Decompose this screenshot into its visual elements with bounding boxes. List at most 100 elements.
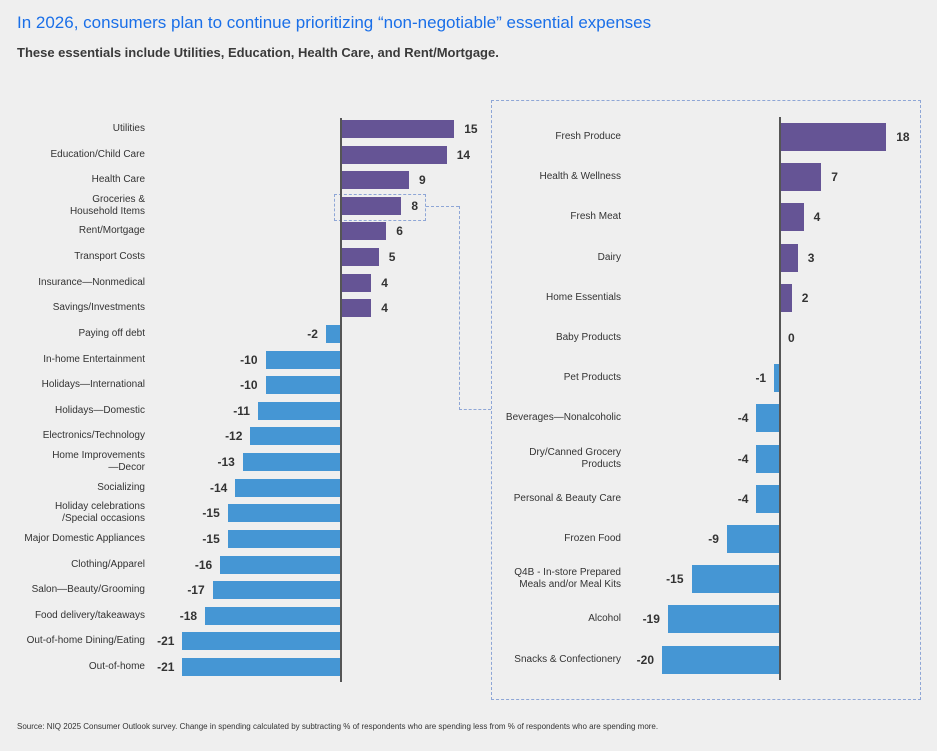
data-label: 9 bbox=[418, 173, 426, 188]
category-label: Beverages—Nonalcoholic bbox=[505, 412, 621, 424]
bar bbox=[341, 248, 379, 267]
bar bbox=[780, 123, 887, 151]
bar bbox=[780, 163, 822, 192]
category-label: Paying off debt bbox=[78, 327, 145, 339]
bar bbox=[212, 581, 341, 600]
category-label: Utilities bbox=[112, 123, 145, 134]
bar bbox=[265, 376, 341, 395]
data-label: -18 bbox=[179, 608, 198, 623]
category-label: Holiday celebrations/Special occasions bbox=[54, 501, 145, 525]
detail-panel-frame bbox=[491, 100, 921, 700]
bar bbox=[182, 632, 341, 651]
data-label: -2 bbox=[307, 326, 318, 341]
data-label: -20 bbox=[636, 652, 654, 667]
category-label: Groceries & Household Items bbox=[69, 193, 145, 217]
category-label: Major Domestic Appliances bbox=[24, 532, 145, 544]
data-label: -12 bbox=[225, 429, 243, 444]
category-label: Rent/Mortgage bbox=[78, 225, 145, 237]
category-label: Holidays—International bbox=[41, 379, 145, 391]
bar bbox=[341, 120, 455, 138]
bar bbox=[220, 555, 341, 574]
connector-line-v bbox=[459, 206, 460, 410]
category-label: Pet Products bbox=[563, 372, 621, 384]
data-label: 15 bbox=[464, 122, 478, 136]
bar bbox=[205, 606, 341, 625]
bar bbox=[756, 404, 780, 433]
data-label: 4 bbox=[813, 210, 821, 225]
category-label: Education/Child Care bbox=[50, 148, 146, 160]
data-label: -4 bbox=[737, 491, 749, 506]
zero-axis bbox=[340, 118, 342, 682]
bar bbox=[341, 171, 409, 190]
category-label: Dairy bbox=[597, 251, 621, 263]
bar bbox=[257, 401, 341, 420]
data-label: 5 bbox=[388, 250, 396, 265]
data-label: 4 bbox=[381, 301, 388, 316]
data-label: -21 bbox=[157, 634, 175, 649]
category-label: Personal & Beauty Care bbox=[513, 492, 621, 504]
data-label: 8 bbox=[411, 198, 419, 213]
bar bbox=[726, 525, 780, 553]
source-note: Source: NIQ 2025 Consumer Outlook survey… bbox=[17, 722, 659, 731]
bar bbox=[780, 243, 798, 272]
bar bbox=[780, 283, 792, 312]
category-label: Clothing/Apparel bbox=[71, 558, 145, 570]
data-label: -4 bbox=[737, 411, 749, 426]
data-label: 3 bbox=[807, 250, 815, 265]
category-label: Out-of-home bbox=[88, 661, 145, 673]
bar bbox=[774, 364, 780, 393]
zero-axis bbox=[779, 117, 781, 680]
data-label: 14 bbox=[456, 147, 471, 162]
bar bbox=[250, 427, 341, 446]
category-label: Frozen Food bbox=[564, 533, 621, 544]
category-label: Q4B - In-store Prepared Meals and/or Meal… bbox=[514, 567, 621, 591]
bar bbox=[341, 222, 387, 241]
chart-subtitle: These essentials include Utilities, Educ… bbox=[17, 45, 499, 60]
data-label: 7 bbox=[831, 170, 838, 185]
data-label: -19 bbox=[642, 612, 660, 627]
category-label: Fresh Meat bbox=[570, 211, 621, 223]
data-label: -17 bbox=[187, 583, 205, 598]
bar bbox=[667, 605, 780, 634]
category-label: Dry/Canned Grocery Products bbox=[529, 446, 621, 470]
bar bbox=[235, 478, 341, 497]
category-label: Savings/Investments bbox=[52, 302, 145, 314]
data-label: -21 bbox=[157, 660, 175, 675]
bar bbox=[691, 565, 780, 594]
data-label: -13 bbox=[217, 455, 235, 470]
data-label: -16 bbox=[194, 557, 213, 572]
bar bbox=[341, 145, 447, 164]
category-label: Holidays—Domestic bbox=[54, 404, 145, 416]
bar bbox=[756, 444, 780, 473]
data-label: -1 bbox=[755, 371, 767, 386]
category-label: Out-of-home Dining/Eating bbox=[26, 635, 145, 647]
data-label: -15 bbox=[666, 572, 684, 587]
highlight-box bbox=[334, 194, 426, 221]
data-label: 18 bbox=[896, 130, 910, 144]
bar bbox=[341, 196, 402, 215]
category-label: Health Care bbox=[91, 174, 145, 186]
category-label: Transport Costs bbox=[74, 251, 145, 263]
data-label: -11 bbox=[233, 403, 250, 418]
bar bbox=[756, 484, 780, 513]
data-label: -15 bbox=[202, 506, 220, 521]
data-label: -15 bbox=[202, 531, 220, 546]
bar bbox=[341, 299, 372, 318]
data-label: 0 bbox=[788, 331, 795, 345]
data-label: -10 bbox=[240, 352, 258, 367]
category-label: Electronics/Technology bbox=[42, 430, 145, 442]
chart-title: In 2026, consumers plan to continue prio… bbox=[17, 13, 652, 32]
bar bbox=[242, 453, 341, 472]
category-label: Fresh Produce bbox=[555, 131, 621, 142]
data-label: 6 bbox=[396, 224, 403, 239]
category-label: Food delivery/takeaways bbox=[34, 609, 145, 621]
category-label: Insurance—Nonmedical bbox=[38, 276, 145, 288]
category-label: In-home Entertainment bbox=[43, 353, 145, 365]
bar bbox=[227, 529, 341, 548]
data-label: -14 bbox=[209, 480, 228, 495]
data-label: 2 bbox=[801, 290, 809, 305]
connector-line-h2 bbox=[459, 409, 491, 410]
bar bbox=[182, 658, 341, 677]
bar bbox=[662, 645, 780, 674]
